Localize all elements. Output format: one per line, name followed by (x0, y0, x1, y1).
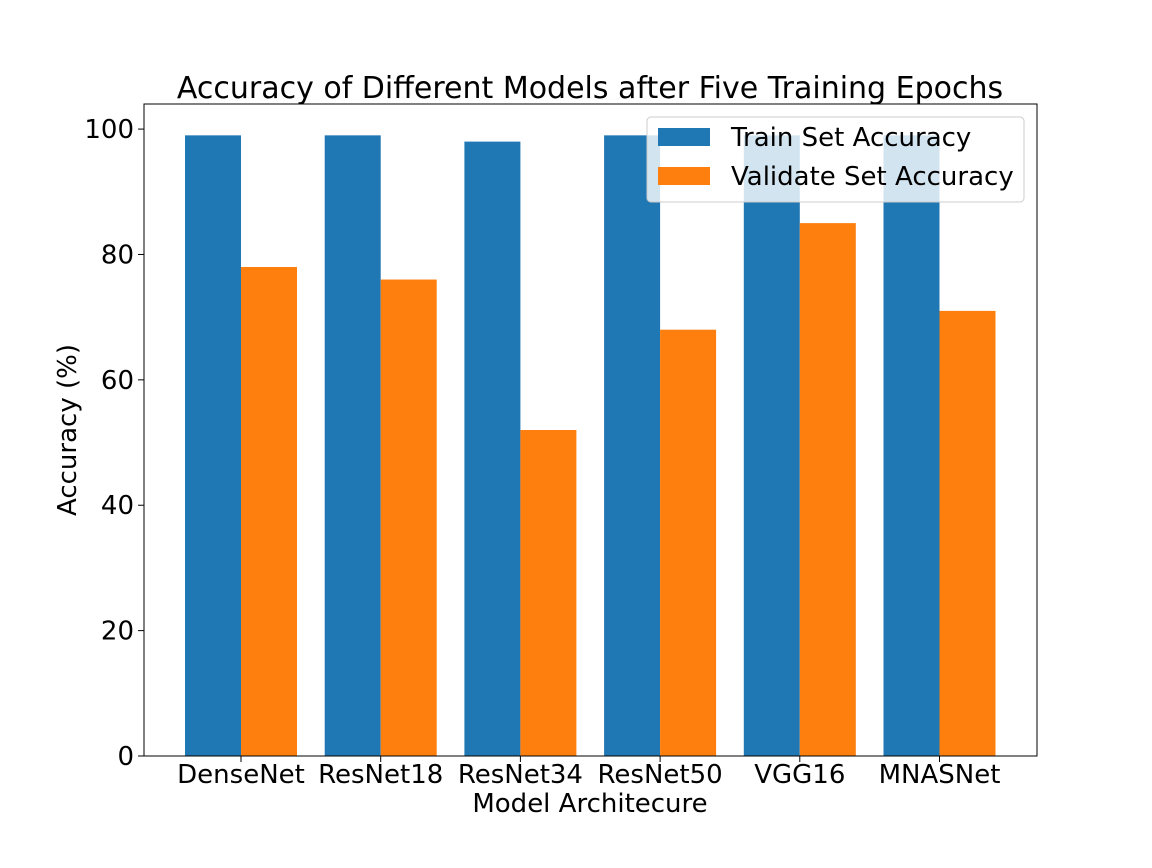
bar-resnet34-validate (520, 430, 577, 756)
y-tick-label: 80 (101, 240, 134, 270)
bar-densenet-validate (241, 267, 297, 756)
legend-swatch-validate (658, 167, 710, 185)
bar-resnet18-validate (380, 279, 437, 756)
legend-swatch-train (658, 128, 710, 146)
bar-vgg16-validate (799, 223, 856, 757)
legend-box (646, 116, 1025, 203)
y-tick-label: 60 (101, 366, 134, 396)
x-tick-label-vgg16: VGG16 (754, 760, 845, 790)
x-tick-label-resnet34: ResNet34 (458, 760, 583, 790)
x-tick-label-resnet18: ResNet18 (318, 760, 443, 790)
bar-densenet-train (185, 135, 241, 756)
bar-resnet50-validate (660, 329, 717, 756)
plot-area (143, 103, 1038, 757)
bar-resnet50-train (604, 135, 661, 756)
chart-title: Accuracy of Different Models after Five … (177, 71, 1003, 106)
plot-frame (143, 103, 1038, 757)
bar-mnasnet-validate (939, 310, 996, 756)
bar-mnasnet-train (883, 135, 940, 756)
x-tick-label-densenet: DenseNet (177, 760, 305, 790)
x-axis-label: Model Architecure (472, 789, 707, 819)
x-tick-label-resnet50: ResNet50 (598, 760, 723, 790)
y-tick-label: 100 (84, 115, 134, 145)
x-tick-label-mnasnet: MNASNet (879, 760, 1001, 790)
y-tick-label: 0 (117, 742, 134, 772)
bar-resnet18-train (324, 135, 381, 756)
x-axis: DenseNet ResNet18 ResNet34 ResNet50 VGG16 MNA… (177, 756, 1000, 790)
bar-vgg16-train (743, 135, 800, 756)
y-tick-label: 40 (101, 491, 134, 521)
legend-label-validate: Validate Set Accuracy (731, 162, 1014, 192)
legend-label-train: Train Set Accuracy (730, 123, 971, 153)
legend: Train Set Accuracy Validate Set Accuracy (646, 116, 1025, 203)
y-axis: 0 20 40 60 80 100 (84, 115, 144, 772)
y-axis-label: Accuracy (%) (53, 344, 83, 516)
y-tick-label: 20 (101, 617, 134, 647)
bar-resnet34-train (464, 141, 521, 757)
